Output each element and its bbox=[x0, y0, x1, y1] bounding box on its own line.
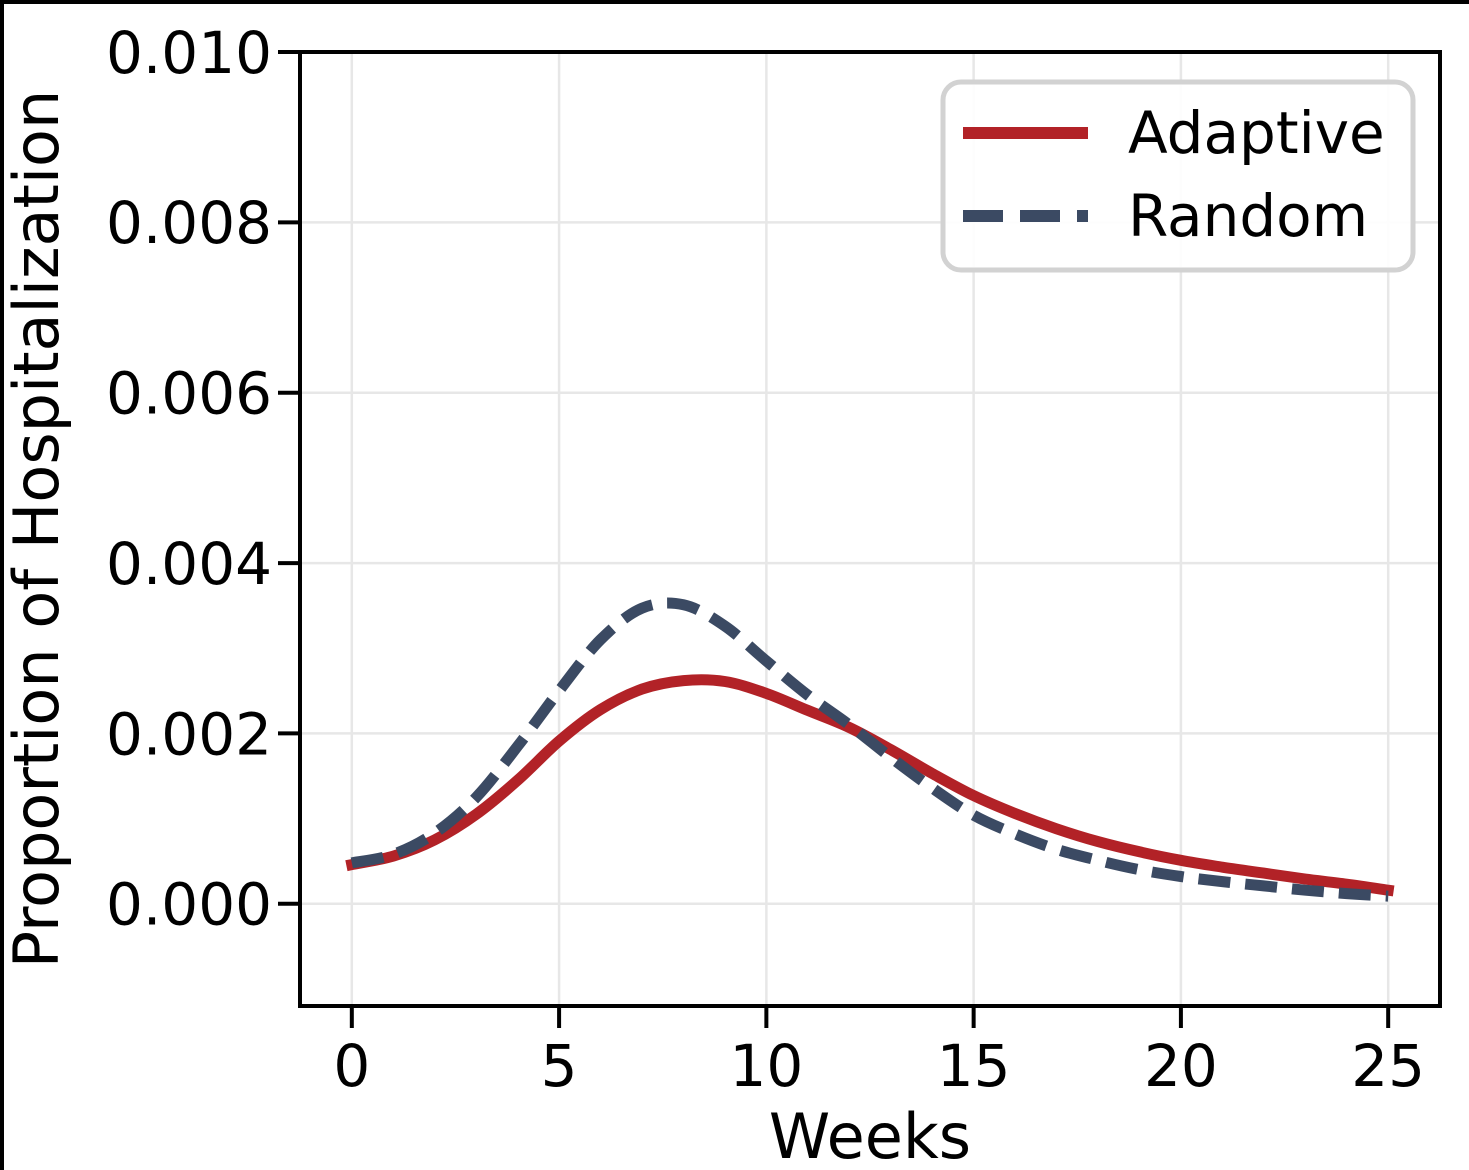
y-tick-label: 0.000 bbox=[106, 871, 272, 939]
y-tick-label: 0.006 bbox=[106, 360, 272, 428]
series-random-line bbox=[350, 597, 1389, 902]
legend-label-random: Random bbox=[1128, 182, 1368, 250]
x-tick-label: 25 bbox=[1351, 1032, 1425, 1100]
figure-border-left bbox=[0, 0, 4, 1170]
axes-ticks: 0 5 10 15 20 25 0.000 0.002 0.004 0.006 0.008 0.010 bbox=[106, 19, 1425, 1100]
legend-label-adaptive: Adaptive bbox=[1128, 99, 1385, 167]
x-tick-label: 0 bbox=[333, 1032, 370, 1100]
x-axis-label: Weeks bbox=[769, 1100, 971, 1170]
y-tick-label: 0.004 bbox=[106, 530, 272, 598]
y-tick-label: 0.008 bbox=[106, 189, 272, 257]
y-axis-label: Proportion of Hospitalization bbox=[0, 90, 73, 969]
series-lines bbox=[345, 597, 1395, 902]
figure-border-top bbox=[0, 0, 1469, 4]
plot-border bbox=[298, 50, 1442, 1008]
x-tick-label: 20 bbox=[1144, 1032, 1218, 1100]
x-tick-label: 15 bbox=[937, 1032, 1011, 1100]
x-tick-label: 5 bbox=[541, 1032, 578, 1100]
y-tick-label: 0.010 bbox=[106, 19, 272, 87]
y-tick-label: 0.002 bbox=[106, 700, 272, 768]
legend: Adaptive Random bbox=[940, 79, 1416, 273]
x-tick-label: 10 bbox=[729, 1032, 803, 1100]
